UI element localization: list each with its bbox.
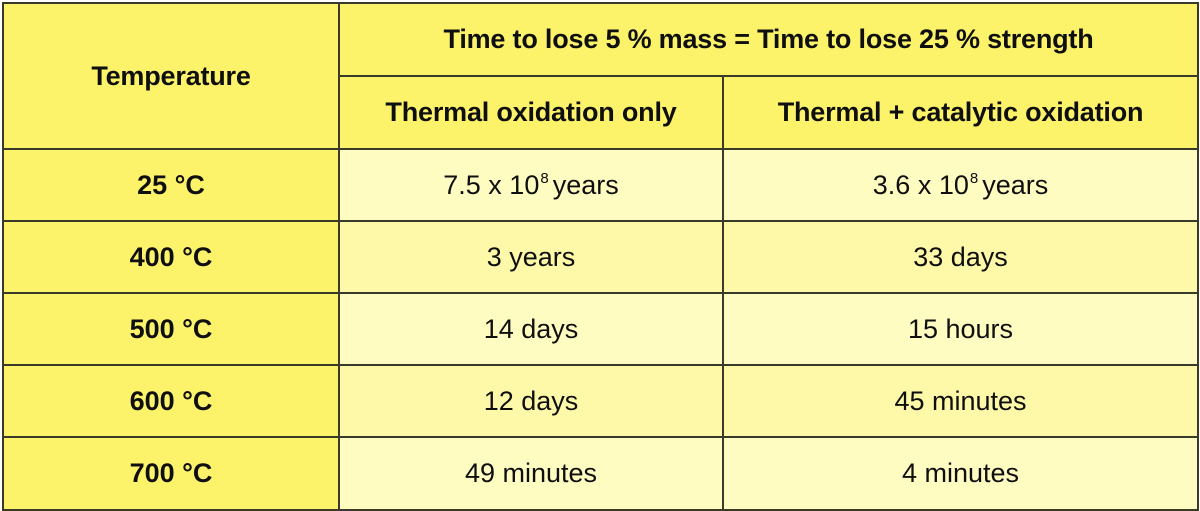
catalytic-cell: 3.6 x 108 years <box>721 148 1200 222</box>
value-exponent: 8 <box>969 169 979 187</box>
table-row: 700 °C 49 minutes 4 minutes <box>2 436 1200 511</box>
temperature-cell: 400 °C <box>2 220 340 294</box>
catalytic-cell: 33 days <box>721 220 1200 294</box>
temperature-cell: 600 °C <box>2 364 340 438</box>
catalytic-cell: 45 minutes <box>721 364 1200 438</box>
table-row: 500 °C 14 days 15 hours <box>2 292 1200 366</box>
group-header: Time to lose 5 % mass = Time to lose 25 … <box>337 2 1200 77</box>
value-base: 3.6 x 10 <box>872 169 969 200</box>
corner-header: Temperature <box>2 2 340 150</box>
thermal-cell: 14 days <box>338 292 724 366</box>
thermal-cell: 49 minutes <box>338 436 724 511</box>
table-row: 600 °C 12 days 45 minutes <box>2 364 1200 438</box>
thermal-cell: 12 days <box>338 364 724 438</box>
value-base: 7.5 x 10 <box>443 169 540 200</box>
temperature-cell: 25 °C <box>2 148 340 222</box>
temperature-cell: 700 °C <box>2 436 340 511</box>
table-row: 400 °C 3 years 33 days <box>2 220 1200 294</box>
temperature-cell: 500 °C <box>2 292 340 366</box>
value-exponent: 8 <box>540 169 549 187</box>
value-unit: years <box>552 169 619 200</box>
subheader-thermal: Thermal oxidation only <box>338 75 724 150</box>
thermal-cell: 3 years <box>338 220 724 294</box>
table-row: 25 °C 7.5 x 108 years 3.6 x 108 years <box>2 148 1200 222</box>
value-unit: years <box>982 169 1049 200</box>
catalytic-cell: 15 hours <box>721 292 1200 366</box>
catalytic-cell: 4 minutes <box>721 436 1200 511</box>
thermal-cell: 7.5 x 108 years <box>338 148 724 222</box>
table-header-row: Temperature Time to lose 5 % mass = Time… <box>2 2 1200 150</box>
subheader-catalytic: Thermal + catalytic oxidation <box>721 75 1200 150</box>
table-subheader-row: Thermal oxidation only Thermal + catalyt… <box>3 75 1200 150</box>
